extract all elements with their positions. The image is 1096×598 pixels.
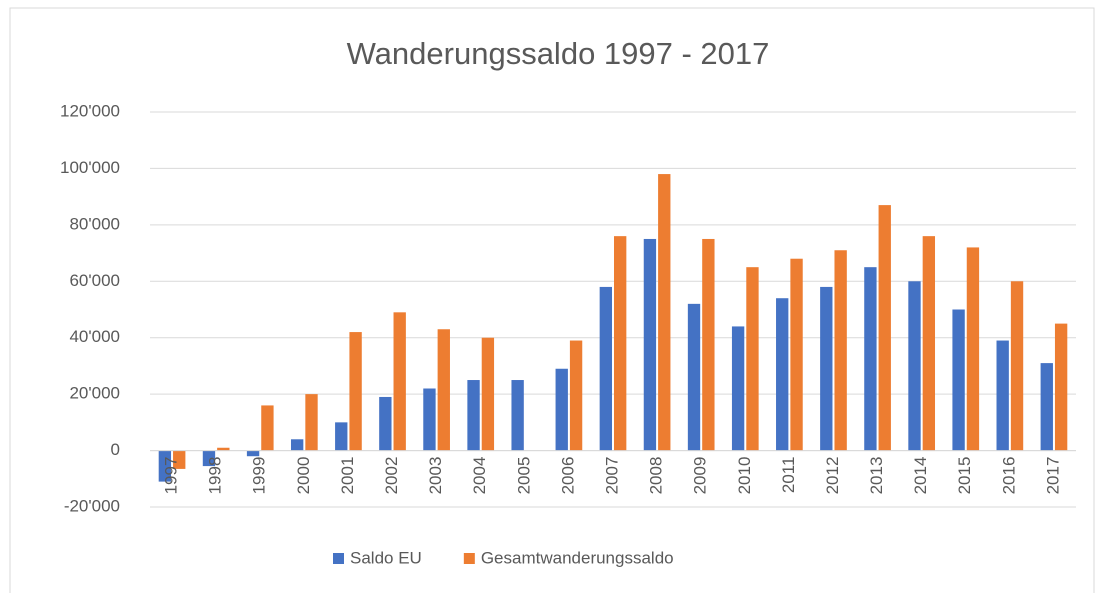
legend-swatch <box>463 553 475 564</box>
bar <box>908 281 921 451</box>
y-tick-label: 100'000 <box>60 158 120 177</box>
x-tick-label: 2013 <box>867 457 886 495</box>
x-tick-label: 2009 <box>691 457 710 495</box>
bar <box>158 450 172 482</box>
x-tick-label: 2003 <box>426 457 445 495</box>
x-tick-label: 2000 <box>294 457 313 495</box>
bar <box>335 422 348 451</box>
bar <box>393 312 406 451</box>
bar <box>305 394 318 451</box>
bar <box>202 450 216 467</box>
x-tick-label: 1997 <box>162 457 181 495</box>
bar <box>481 337 495 451</box>
bar <box>834 250 847 451</box>
bar <box>996 340 1009 451</box>
y-tick-label: 60'000 <box>69 271 120 290</box>
bar <box>746 267 759 451</box>
bar <box>379 396 392 451</box>
x-tick-label: 2002 <box>382 457 401 495</box>
bar <box>952 309 965 451</box>
bar <box>790 258 803 451</box>
legend-label: Saldo EU <box>350 548 422 567</box>
x-tick-label: 1998 <box>206 457 225 495</box>
bar <box>864 267 877 451</box>
y-tick-label: 0 <box>111 440 120 459</box>
bar <box>776 298 789 451</box>
bar <box>658 174 671 451</box>
x-tick-label: 2008 <box>647 457 666 495</box>
bar <box>702 238 715 451</box>
bar <box>643 238 657 451</box>
y-tick-label: -20'000 <box>64 496 120 515</box>
bar <box>511 380 524 451</box>
bar <box>1054 323 1068 451</box>
bar <box>349 332 362 451</box>
x-tick-label: 2007 <box>602 457 621 495</box>
bar <box>217 447 230 451</box>
x-tick-label: 2010 <box>735 457 754 495</box>
x-tick-label: 2017 <box>1043 457 1062 495</box>
bar <box>731 326 745 451</box>
bar <box>173 450 186 469</box>
x-tick-label: 2016 <box>999 457 1018 495</box>
bar <box>423 388 436 451</box>
y-tick-label: 120'000 <box>60 101 120 120</box>
bar <box>555 368 568 451</box>
x-tick-label: 2014 <box>911 457 930 495</box>
x-tick-label: 2006 <box>558 457 577 495</box>
x-tick-label: 2011 <box>779 457 798 494</box>
x-tick-label: 2012 <box>823 457 842 495</box>
x-tick-label: 2004 <box>470 457 489 495</box>
bar <box>687 303 701 451</box>
bar <box>246 450 260 457</box>
x-tick-label: 1999 <box>250 457 269 495</box>
bar <box>569 340 583 451</box>
bar <box>922 236 936 451</box>
legend-label: Gesamtwanderungssaldo <box>481 548 674 567</box>
x-tick-label: 2015 <box>955 457 974 495</box>
y-tick-label: 20'000 <box>69 384 120 403</box>
bar <box>467 380 480 451</box>
y-tick-label: 40'000 <box>69 327 120 346</box>
bar <box>966 247 980 451</box>
bar <box>820 286 833 451</box>
x-tick-label: 2005 <box>514 457 533 495</box>
bar <box>1010 281 1024 451</box>
bar <box>599 286 612 451</box>
bar <box>614 236 627 451</box>
chart-title: Wanderungssaldo 1997 - 2017 <box>347 36 770 71</box>
y-tick-label: 80'000 <box>69 214 120 233</box>
bar <box>437 329 450 451</box>
bar <box>878 205 891 451</box>
bar <box>1040 363 1053 451</box>
bar <box>261 405 274 451</box>
bar <box>290 439 304 451</box>
legend-swatch <box>333 553 344 564</box>
x-tick-label: 2001 <box>338 457 357 495</box>
